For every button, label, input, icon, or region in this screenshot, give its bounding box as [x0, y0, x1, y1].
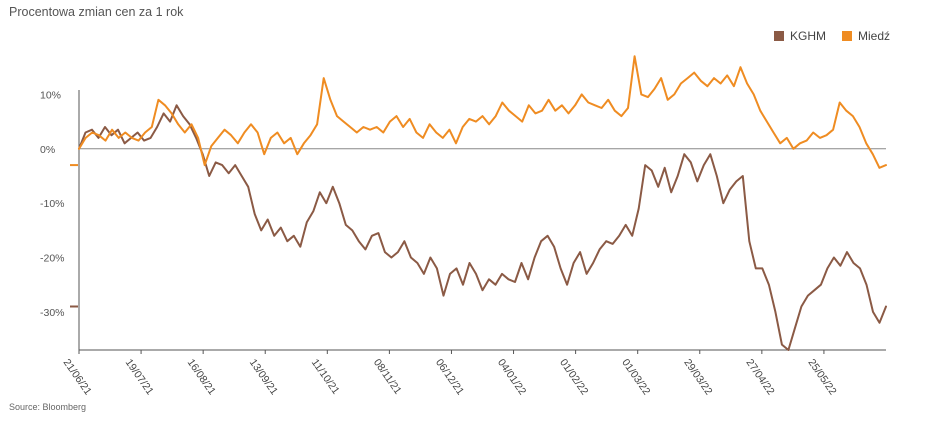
chart-title: Procentowa zmian cen za 1 rok — [9, 5, 184, 19]
source-note: Source: Bloomberg — [9, 402, 87, 412]
legend-swatch-copper — [841, 31, 852, 41]
x-tick-label: 01/03/22 — [619, 357, 652, 397]
y-tick-label: -30% — [40, 307, 65, 319]
y-tick-label: 0% — [40, 144, 55, 156]
legend-swatch-kghm — [773, 31, 784, 41]
x-tick-label: 16/08/21 — [185, 357, 218, 397]
x-tick-label: 08/11/21 — [371, 357, 404, 397]
x-tick-label: 06/12/21 — [433, 357, 466, 397]
legend-item-copper: Miedź — [841, 29, 890, 43]
legend-label-copper: Miedź — [857, 29, 890, 43]
y-tick-label: 10% — [40, 89, 61, 101]
x-tick-label: 25/05/22 — [805, 357, 838, 397]
series-line-kghm — [78, 104, 887, 351]
legend-label-kghm: KGHM — [789, 29, 826, 43]
x-tick-label: 19/07/21 — [123, 357, 156, 397]
x-tick-label: 29/03/22 — [681, 357, 714, 397]
x-tick-label: 11/10/21 — [309, 357, 342, 397]
x-tick-label: 01/02/22 — [557, 357, 590, 397]
x-tick-label: 27/04/22 — [743, 357, 776, 397]
y-tick-label: -20% — [40, 253, 65, 265]
legend: KGHM Miedź — [773, 29, 890, 43]
series-line-copper — [78, 55, 887, 169]
x-tick-label: 21/06/21 — [61, 357, 94, 397]
x-tick-label: 04/01/22 — [495, 357, 528, 397]
x-tick-label: 13/09/21 — [247, 357, 280, 397]
y-tick-label: -10% — [40, 198, 65, 210]
legend-item-kghm: KGHM — [773, 29, 826, 43]
